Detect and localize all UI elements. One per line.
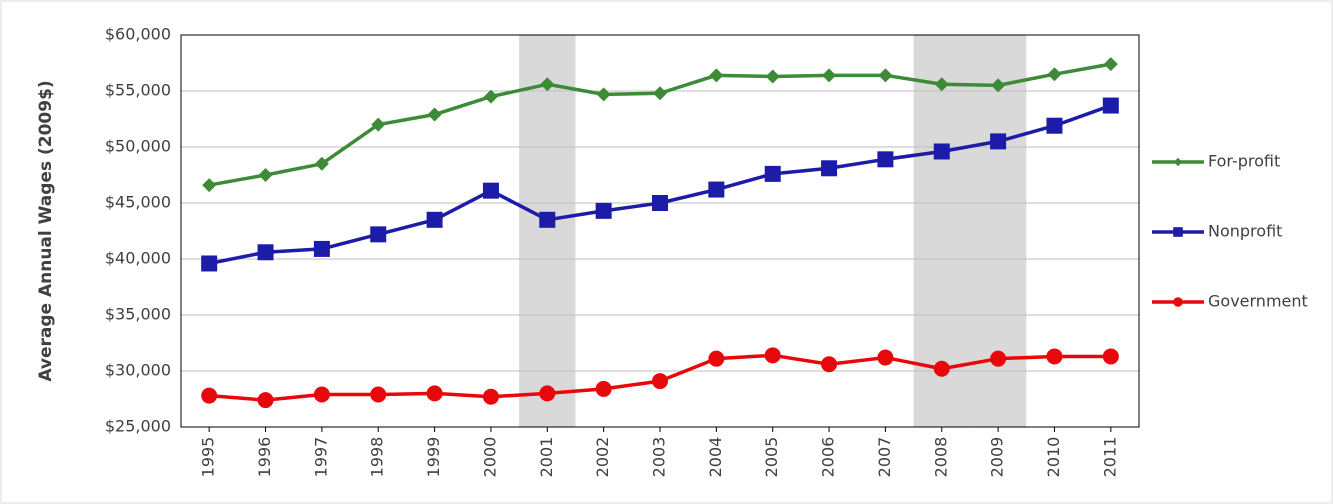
y-tick-label: $45,000 (105, 193, 171, 212)
marker (313, 386, 330, 403)
marker (933, 143, 950, 160)
marker (653, 86, 667, 101)
y-tick-label: $50,000 (105, 137, 171, 156)
x-tick-label: 1999 (424, 437, 443, 478)
marker (990, 133, 1007, 150)
marker (878, 68, 893, 83)
x-tick-label: 2000 (480, 437, 499, 478)
x-tick-label: 2005 (762, 437, 781, 478)
marker (821, 160, 838, 177)
marker (1046, 348, 1063, 365)
marker (765, 69, 780, 84)
marker (595, 380, 612, 397)
x-tick-label: 1997 (311, 437, 330, 478)
marker (370, 226, 387, 243)
marker (652, 195, 668, 211)
marker (764, 347, 781, 364)
marker (1102, 97, 1119, 114)
x-tick-label: 2002 (593, 437, 612, 478)
x-tick-label: 2010 (1044, 437, 1063, 478)
y-tick-label: $40,000 (105, 249, 171, 268)
y-tick-label: $55,000 (105, 81, 171, 100)
marker (483, 89, 498, 104)
marker (313, 240, 330, 257)
marker (595, 202, 612, 219)
x-tick-label: 2011 (1100, 437, 1119, 478)
legend-label: Government (1208, 292, 1308, 311)
y-tick-label: $60,000 (105, 25, 171, 44)
marker (258, 168, 273, 182)
marker (1102, 348, 1119, 365)
marker (1173, 227, 1183, 237)
marker (821, 356, 838, 373)
marker (1046, 117, 1063, 134)
x-tick-label: 2006 (819, 437, 838, 478)
marker (934, 77, 949, 92)
legend-label: For-profit (1208, 152, 1280, 171)
marker (1103, 57, 1118, 72)
x-tick-label: 2004 (706, 437, 725, 478)
marker (257, 244, 274, 261)
marker (877, 151, 894, 168)
legend-label: Nonprofit (1208, 222, 1282, 241)
y-axis-title: Average Annual Wages (2009$) (36, 80, 56, 381)
marker (1047, 67, 1062, 82)
y-tick-label: $35,000 (105, 305, 171, 324)
marker (201, 387, 218, 404)
x-tick-label: 2003 (650, 437, 669, 478)
marker (764, 165, 781, 182)
marker (257, 392, 274, 409)
marker (990, 350, 1007, 367)
marker (877, 349, 894, 366)
marker (426, 211, 443, 228)
marker (314, 156, 329, 171)
x-tick-label: 2009 (988, 437, 1007, 478)
marker (933, 360, 950, 377)
x-tick-label: 1995 (199, 437, 218, 478)
marker (709, 68, 724, 83)
marker (991, 78, 1006, 93)
marker (201, 255, 218, 272)
marker (370, 386, 387, 403)
marker (371, 117, 386, 132)
marker (822, 68, 837, 83)
marker (1173, 297, 1183, 307)
marker (596, 87, 611, 102)
y-tick-label: $30,000 (105, 361, 171, 380)
x-tick-label: 1996 (255, 437, 274, 478)
marker (540, 77, 555, 92)
shaded-band (519, 35, 576, 427)
marker (482, 388, 499, 405)
marker (426, 385, 443, 402)
x-tick-label: 2001 (537, 437, 556, 478)
x-tick-label: 1998 (368, 437, 387, 478)
marker (708, 350, 725, 367)
marker (539, 211, 556, 228)
marker (427, 107, 442, 122)
marker (482, 182, 499, 199)
x-tick-label: 2008 (931, 437, 950, 478)
y-tick-label: $25,000 (105, 417, 171, 436)
marker (652, 373, 668, 390)
marker (1173, 157, 1183, 167)
shaded-band (969, 35, 1027, 427)
marker (539, 385, 556, 402)
x-tick-label: 2007 (875, 437, 894, 478)
marker (708, 181, 725, 198)
marker (202, 178, 217, 193)
